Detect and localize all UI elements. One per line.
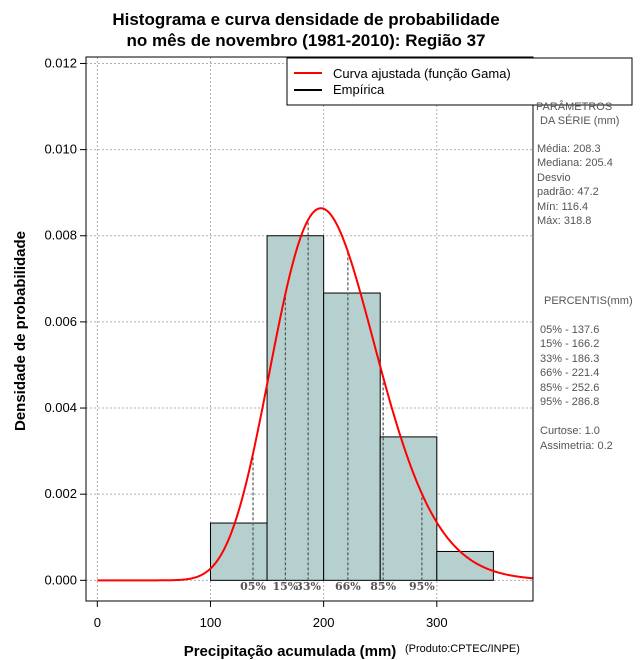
x-tick-label-3: 300 — [426, 615, 448, 630]
percentile-label-1: 15% — [273, 580, 299, 593]
histogram-bar-1 — [266, 235, 325, 581]
x-tick-label-2: 200 — [313, 615, 335, 630]
percentil-33: 33% - 186.3 — [540, 353, 599, 365]
histogram-bar-0 — [209, 522, 268, 581]
stat-skewness: Assimetria: 0.2 — [540, 440, 613, 452]
param-sd-2: padrão: 47.2 — [537, 186, 599, 198]
percentile-label-4: 85% — [370, 580, 396, 593]
param-mean: Média: 208.3 — [537, 143, 601, 155]
legend-box — [286, 57, 633, 106]
x-axis-label: Precipitação acumulada (mm) — [184, 643, 397, 660]
params-title-1: PARÂMETROS — [536, 100, 612, 113]
percentil-05: 05% - 137.6 — [540, 324, 599, 336]
y-tick-label-0: 0.000 — [44, 572, 77, 587]
percentile-labels: 05% 15%33% 66% 85% 95% — [240, 580, 435, 593]
percentile-lines — [252, 219, 423, 581]
plot-frame — [85, 56, 534, 602]
y-tick-label-1: 0.002 — [44, 486, 77, 501]
y-axis-label: Densidade de probabilidade — [12, 231, 29, 431]
series-parameters-panel: PARÂMETROS DA SÉRIE (mm) Média: 208.3 Me… — [536, 100, 633, 452]
y-tick-label-4: 0.008 — [44, 228, 77, 243]
chart-title-line-1: Histograma e curva densidade de probabil… — [112, 10, 499, 29]
percentis-title: PERCENTIS(mm) — [544, 295, 633, 307]
percentile-label-5: 95% — [409, 580, 435, 593]
y-axis: 0.000 0.002 0.004 0.006 0.008 0.010 0.012 — [44, 55, 86, 587]
chart-title-line-2: no mês de novembro (1981-2010): Região 3… — [126, 31, 485, 50]
percentil-85: 85% - 252.6 — [540, 382, 599, 394]
param-sd-1: Desvio — [537, 172, 571, 184]
histogram-bar-2 — [323, 292, 381, 581]
histogram-bars — [209, 235, 494, 581]
percentile-label-2: 33% — [295, 580, 321, 593]
stat-kurtosis: Curtose: 1.0 — [540, 425, 600, 437]
fitted-gamma-curve — [97, 207, 534, 582]
legend-label-empirical: Empírica — [333, 82, 385, 97]
legend: Curva ajustada (função Gama) Empírica — [286, 57, 633, 106]
percentile-label-3: 66% — [335, 580, 361, 593]
x-tick-label-0: 0 — [94, 615, 101, 630]
percentil-15: 15% - 166.2 — [540, 338, 599, 350]
param-median: Mediana: 205.4 — [537, 157, 613, 169]
y-tick-label-2: 0.004 — [44, 400, 77, 415]
legend-label-curve: Curva ajustada (função Gama) — [333, 66, 511, 81]
x-tick-label-1: 100 — [200, 615, 222, 630]
percentil-66: 66% - 221.4 — [540, 367, 599, 379]
param-min: Mín: 116.4 — [537, 201, 588, 213]
percentile-label-0: 05% — [240, 580, 266, 593]
x-axis: 0 100 200 300 — [94, 601, 448, 630]
product-credit: (Produto:CPTEC/INPE) — [405, 643, 520, 655]
y-tick-label-3: 0.006 — [44, 314, 77, 329]
param-max: Máx: 318.8 — [537, 215, 591, 227]
y-tick-label-6: 0.012 — [44, 55, 77, 70]
params-title-2: DA SÉRIE (mm) — [540, 114, 619, 127]
percentil-95: 95% - 286.8 — [540, 396, 599, 408]
y-tick-label-5: 0.010 — [44, 142, 77, 157]
